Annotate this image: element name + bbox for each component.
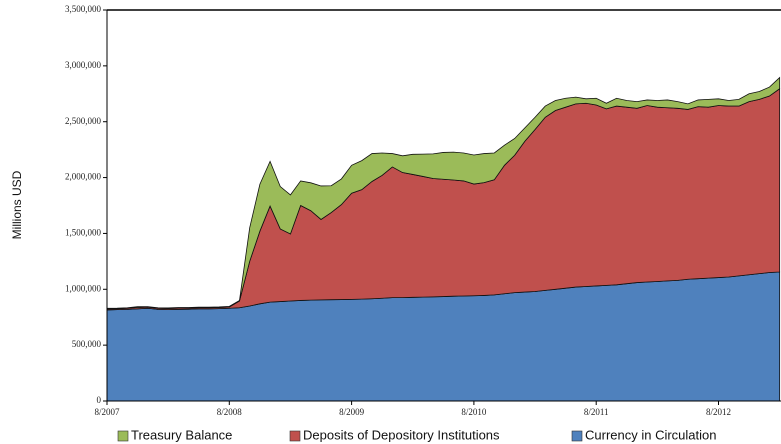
y-tick-label: 1,000,000 — [65, 283, 102, 293]
y-tick-label: 0 — [97, 395, 102, 405]
area — [106, 87, 781, 311]
x-tick-label: 8/2010 — [461, 407, 487, 417]
legend-swatch — [117, 430, 129, 442]
x-tick-label: 8/2009 — [339, 407, 365, 417]
y-axis-label: Millions USD — [10, 170, 24, 239]
y-tick-label: 2,500,000 — [65, 116, 102, 126]
area — [106, 76, 781, 310]
x-tick-label: 8/2007 — [94, 407, 120, 417]
x-tick-label: 8/2008 — [217, 407, 243, 417]
y-tick-label: 3,500,000 — [65, 4, 102, 14]
y-tick-label: 2,000,000 — [65, 172, 102, 182]
y-tick-label: 500,000 — [72, 339, 102, 349]
y-tick-label: 1,500,000 — [65, 227, 102, 237]
y-tick-label: 3,000,000 — [65, 60, 102, 70]
legend-swatch — [571, 430, 583, 442]
legend-swatch — [289, 430, 301, 442]
legend-label: Treasury Balance — [131, 427, 232, 442]
legend-label: Currency in Circulation — [585, 427, 717, 442]
legend-label: Deposits of Depository Institutions — [303, 427, 500, 442]
x-tick-label: 8/2011 — [584, 407, 609, 417]
x-tick-label: 8/2012 — [706, 407, 731, 417]
